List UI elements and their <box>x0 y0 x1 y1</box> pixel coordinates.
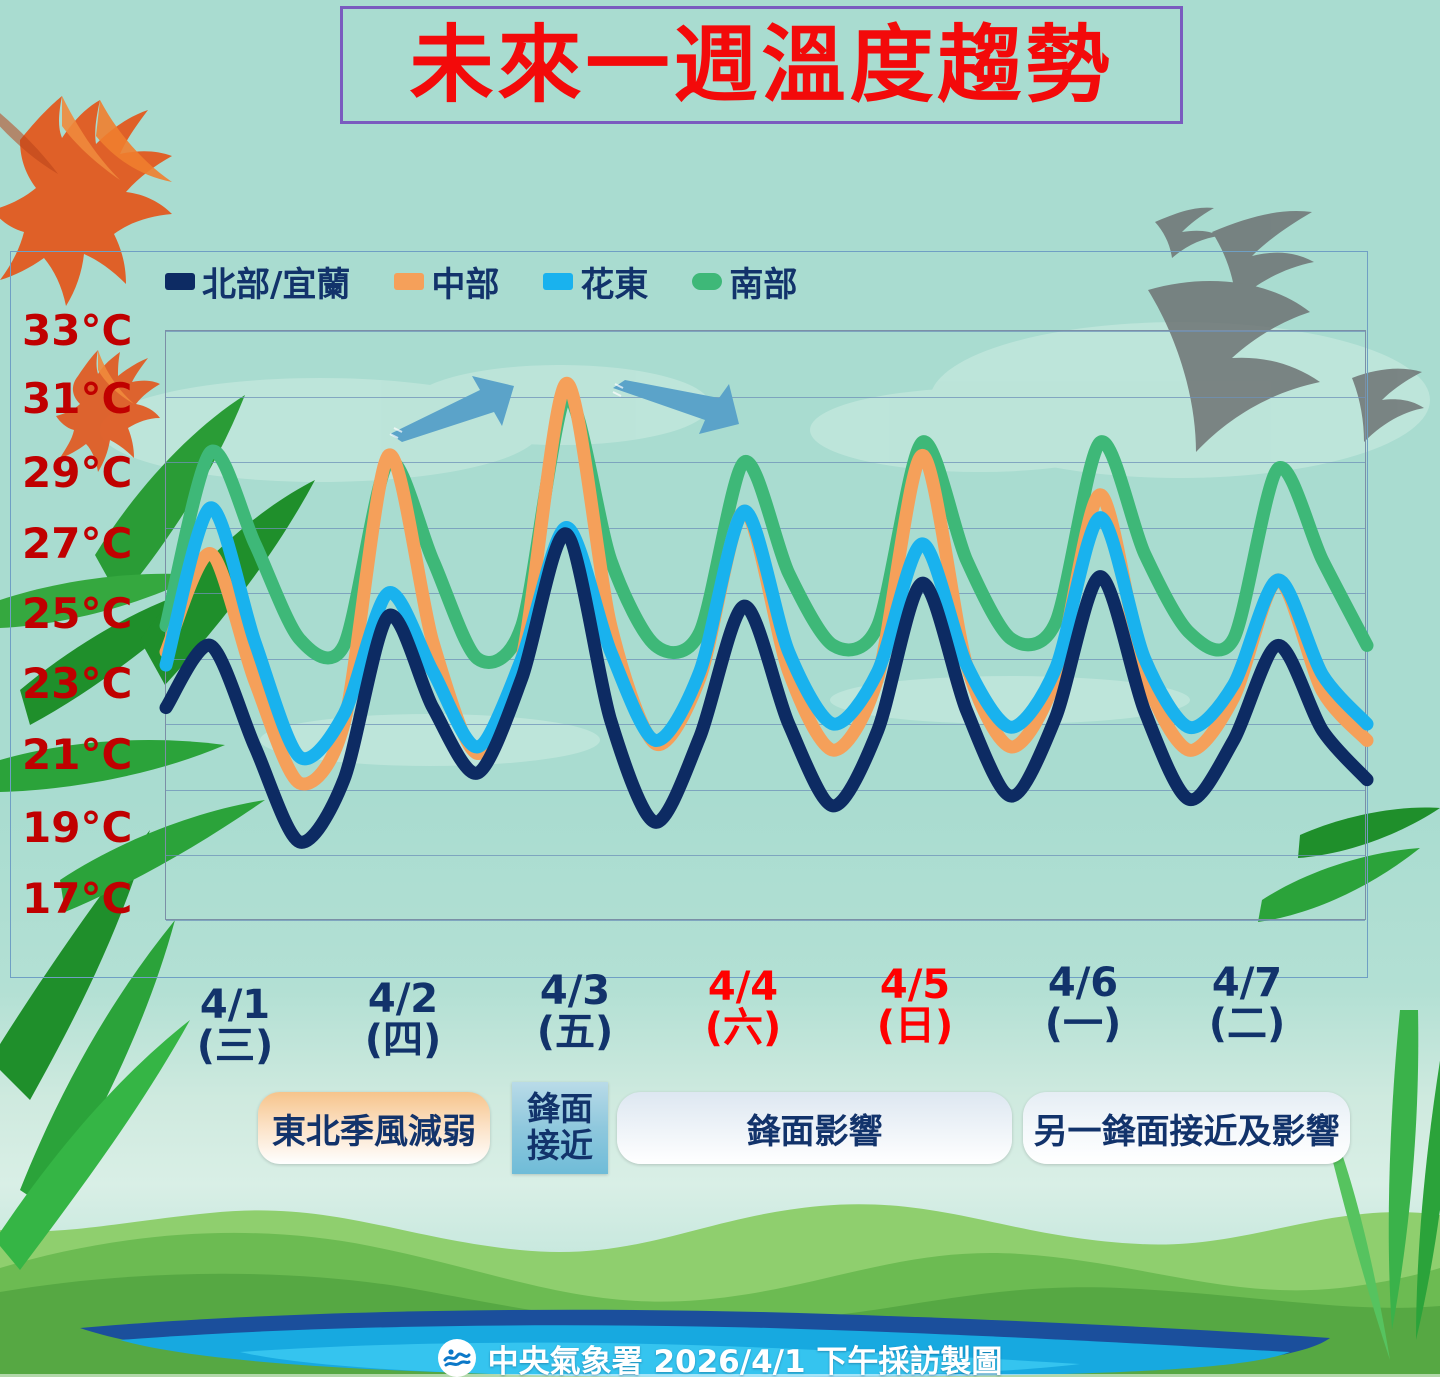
x-axis-dates: 4/1 (三) 4/2 (四) 4/3 (五) 4/4 (六) 4/5 (日) … <box>165 963 1366 1080</box>
y-tick-label: 29°C <box>22 448 133 497</box>
date-text: 4/4 <box>707 964 779 1010</box>
banner-label-line2: 接近 <box>527 1126 593 1165</box>
legend-swatch-icon <box>692 272 723 290</box>
legend-item-hualien-taitung: 花東 <box>543 257 648 306</box>
date-label-2: 4/3 (五) <box>485 971 665 1053</box>
banner-label: 另一鋒面接近及影響 <box>1033 1111 1340 1152</box>
date-text: 4/6 <box>1047 960 1119 1006</box>
date-text: 4/1 <box>199 982 271 1028</box>
chart-frame <box>10 251 1368 978</box>
cwa-mark <box>443 1349 471 1367</box>
date-label-3: 4/4 (六) <box>653 967 833 1049</box>
weekday-text: (二) <box>1208 1000 1286 1047</box>
date-label-5: 4/6 (一) <box>993 963 1173 1045</box>
date-text: 4/5 <box>879 962 951 1008</box>
weekday-text: (六) <box>704 1004 782 1051</box>
weekday-text: (三) <box>196 1022 274 1069</box>
plot-area <box>159 330 1374 921</box>
y-tick-label: 23°C <box>22 659 133 708</box>
date-label-4: 4/5 (日) <box>825 965 1005 1047</box>
legend-label: 南部 <box>729 264 798 305</box>
legend-swatch-icon <box>394 272 425 290</box>
gridline <box>166 462 1365 463</box>
series-line-南部 <box>159 389 1374 669</box>
chart-legend: 北部/宜蘭 中部 花東 南部 <box>165 257 797 306</box>
gridline <box>166 397 1365 398</box>
y-tick-label: 33°C <box>22 306 133 355</box>
series-line-北部/宜蘭 <box>159 527 1374 849</box>
date-label-6: 4/7 (二) <box>1157 963 1337 1045</box>
legend-item-north: 北部/宜蘭 <box>165 257 350 306</box>
weekday-text: (日) <box>876 1002 954 1049</box>
falling-trend-arrow <box>612 380 739 434</box>
page-title: 未來一週溫度趨勢 <box>409 16 1114 114</box>
date-label-1: 4/2 (四) <box>313 979 493 1061</box>
y-tick-label: 31°C <box>22 374 133 423</box>
y-tick-label: 19°C <box>22 803 133 852</box>
banner-front-influence[interactable]: 鋒面影響 <box>617 1092 1012 1164</box>
gridline <box>166 724 1365 725</box>
temperature-lines <box>159 376 1374 849</box>
gridline <box>166 920 1365 921</box>
weather-condition-banners: 東北季風減弱 鋒面 接近 鋒面影響 另一鋒面接近及影響 <box>0 1082 1440 1185</box>
banner-label: 東北季風減弱 <box>272 1111 476 1152</box>
cwa-logo-icon <box>437 1339 476 1377</box>
banner-front-approaching[interactable]: 鋒面 接近 <box>512 1082 608 1174</box>
gridline <box>166 790 1365 791</box>
bird-silhouettes <box>1148 207 1424 452</box>
date-text: 4/3 <box>539 968 611 1014</box>
gridline <box>166 855 1365 856</box>
gridline <box>166 528 1365 529</box>
series-line-花東 <box>159 501 1374 766</box>
date-text: 4/2 <box>367 976 439 1022</box>
footer: 中央氣象署 2026/4/1 下午採訪製圖 <box>0 1336 1440 1377</box>
weekday-text: (四) <box>364 1016 442 1063</box>
y-tick-label: 25°C <box>22 589 133 638</box>
title-box: 未來一週溫度趨勢 <box>340 6 1183 124</box>
date-label-0: 4/1 (三) <box>145 985 325 1067</box>
legend-item-central: 中部 <box>394 257 499 306</box>
maple-leaf-icon-small <box>56 350 160 472</box>
y-axis: 33°C 31°C 29°C 27°C 25°C 23°C 21°C 19°C … <box>12 306 162 926</box>
maple-leaf-icon <box>0 96 172 306</box>
weekday-text: (五) <box>536 1008 614 1055</box>
y-tick-label: 17°C <box>22 874 133 923</box>
y-tick-label: 27°C <box>22 519 133 568</box>
legend-label: 北部/宜蘭 <box>202 264 351 305</box>
banner-another-front[interactable]: 另一鋒面接近及影響 <box>1023 1092 1350 1164</box>
legend-label: 中部 <box>431 264 500 305</box>
legend-label: 花東 <box>580 264 649 305</box>
banner-label-line1: 鋒面 <box>527 1089 593 1129</box>
legend-swatch-icon <box>165 272 195 290</box>
weekday-text: (一) <box>1044 1000 1122 1047</box>
y-tick-label: 21°C <box>22 730 133 779</box>
footer-agency-text: 中央氣象署 2026/4/1 下午採訪製圖 <box>487 1343 1003 1377</box>
gridline <box>166 331 1365 332</box>
legend-swatch-icon <box>543 272 574 290</box>
rising-trend-arrow <box>389 376 514 442</box>
banner-monsoon-weakening[interactable]: 東北季風減弱 <box>258 1092 490 1164</box>
legend-item-south: 南部 <box>692 257 797 306</box>
banner-label: 鋒面影響 <box>746 1111 883 1152</box>
date-text: 4/7 <box>1211 960 1283 1006</box>
